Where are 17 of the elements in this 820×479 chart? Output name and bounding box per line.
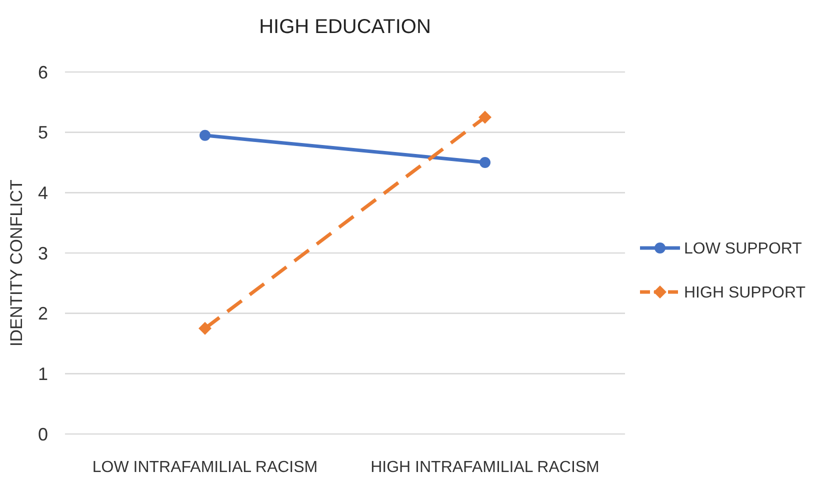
legend-label: HIGH SUPPORT — [684, 284, 806, 302]
point — [480, 157, 490, 168]
y-tick-label: 2 — [38, 304, 48, 324]
x-tick-label: HIGH INTRAFAMILIAL RACISM — [370, 459, 600, 476]
x-tick-label: LOW INTRAFAMILIAL RACISM — [92, 459, 318, 476]
y-tick-label: 5 — [38, 122, 48, 143]
point — [198, 322, 212, 335]
point — [478, 110, 492, 124]
y-tick-label: 0 — [38, 424, 48, 444]
y-tick-label: 6 — [38, 62, 48, 82]
point — [200, 130, 210, 141]
y-tick-label: 3 — [38, 243, 48, 264]
y-tick-label: 1 — [38, 364, 48, 384]
chart-title: HIGH EDUCATION — [259, 16, 431, 38]
legend-label: LOW SUPPORT — [684, 240, 802, 258]
y-axis-title: IDENTITY CONFLICT — [7, 180, 26, 346]
y-tick-label: 4 — [38, 182, 48, 203]
